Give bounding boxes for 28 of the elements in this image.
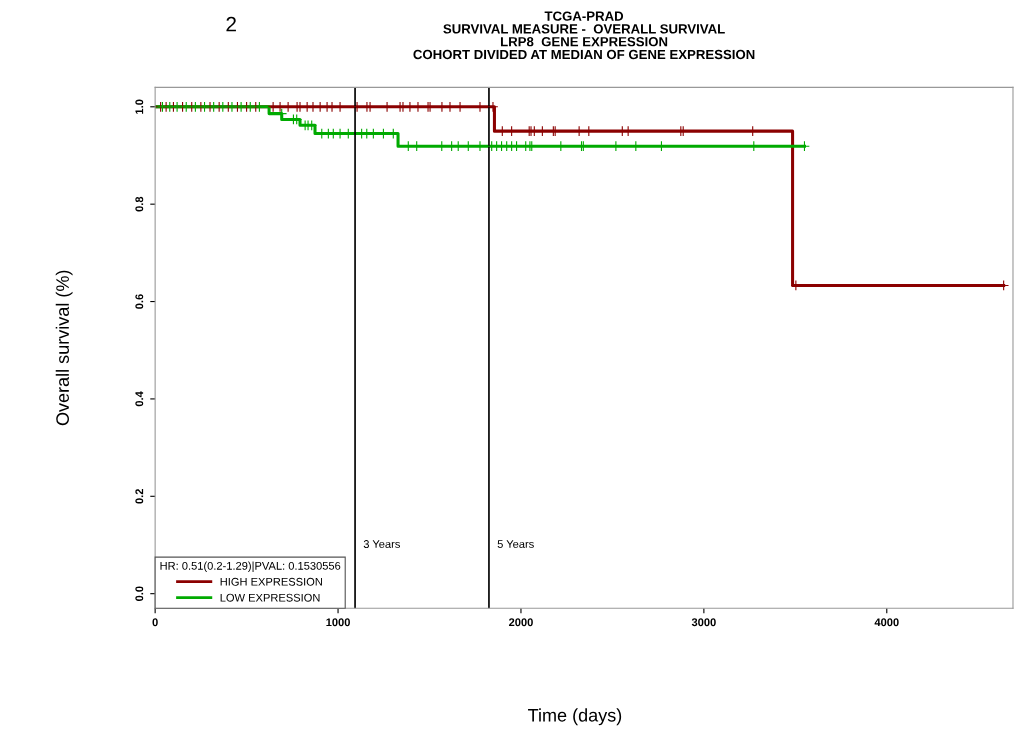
x-tick-label: 3000 (691, 618, 716, 627)
ref-line-label: 3 Years (363, 540, 400, 548)
point (208, 101, 220, 113)
point (235, 101, 247, 113)
x-tick-label: 4000 (874, 618, 899, 627)
ref-line-label: 5 Years (497, 540, 534, 548)
y-tick-label: 0.8 (135, 196, 144, 212)
x-tick-label: 0 (152, 618, 158, 627)
y-tick-label: 0.0 (135, 586, 144, 601)
point (217, 101, 229, 113)
y-tick-label: 0.4 (135, 391, 144, 407)
text: 2 (226, 16, 236, 32)
x-tick-label: 1000 (326, 618, 350, 627)
point (487, 101, 499, 113)
x-axis-title: Time (days) (528, 708, 622, 726)
x-tick-label: 2000 (508, 618, 533, 627)
y-tick-label: 0.2 (135, 489, 144, 504)
point (171, 101, 183, 113)
chart-title: TCGA-PRAD SURVIVAL MEASURE - OVERALL SURVIVAL LRP8 GENE EXPRESSION COHORT DIVIDED AT MEDIAN OF GENE EXPRESSION (413, 11, 755, 60)
legend-label: HIGH EXPRESSION (220, 577, 322, 586)
legend-title: HR: 0.51(0.2-1.29)|PVAL: 0.1530556 (160, 561, 341, 573)
point (180, 101, 192, 113)
y-tick-label: 1.0 (135, 99, 144, 114)
y-axis-title: Overall survival (%) (55, 270, 73, 426)
point (199, 101, 210, 113)
legend-label: LOW EXPRESSION (220, 593, 320, 602)
point (226, 101, 238, 113)
y-tick-label: 0.6 (135, 294, 144, 309)
